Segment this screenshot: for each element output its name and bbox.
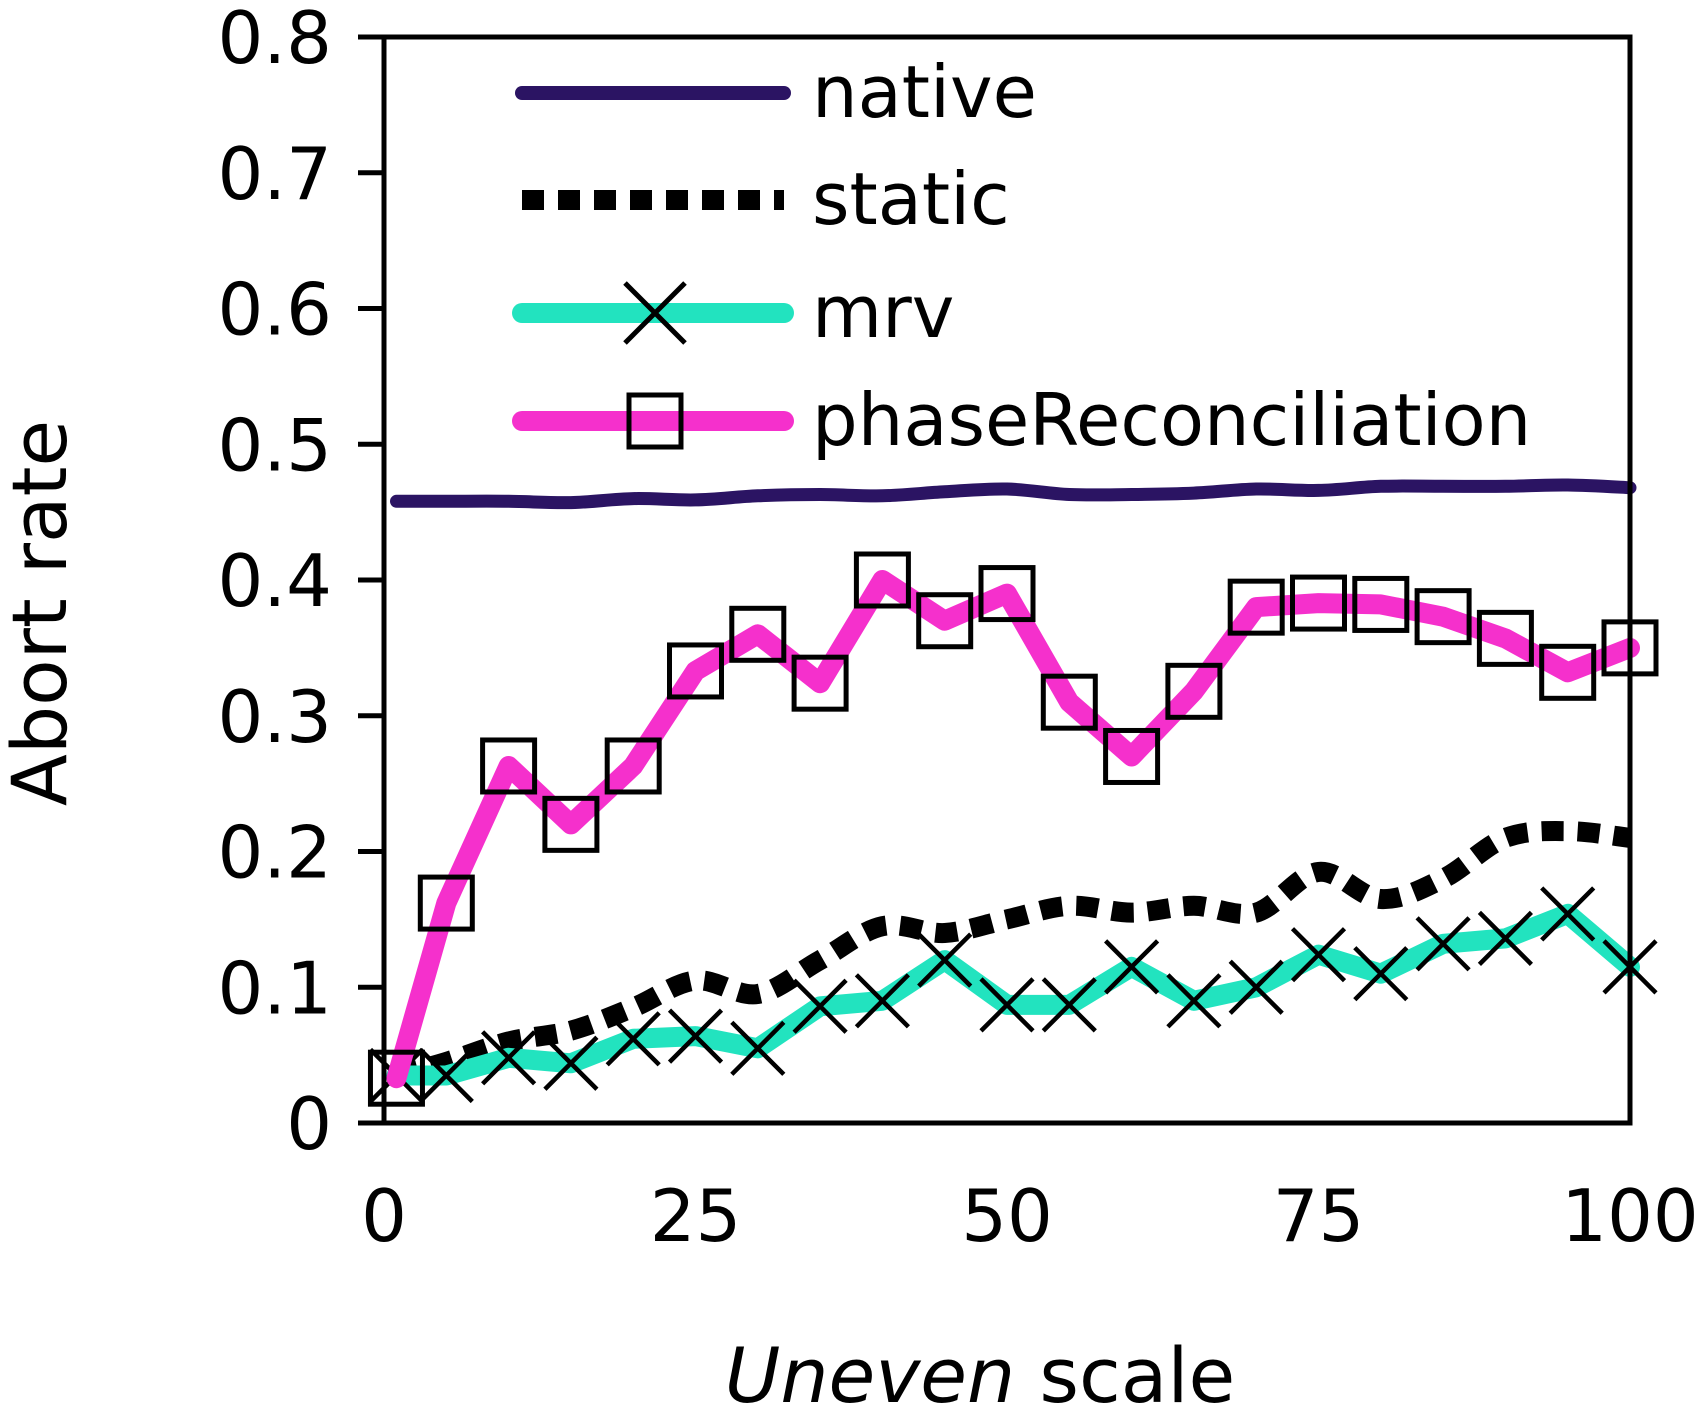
y-tick-label: 0.5 [217, 403, 332, 487]
legend: native static mrv phaseReconciliation [512, 50, 1531, 462]
data-point-mrv [917, 932, 973, 988]
y-tick-label: 0.3 [217, 675, 332, 759]
data-point-mrv [605, 1011, 661, 1067]
legend-marker-square [626, 392, 684, 450]
data-point-mrv [1166, 973, 1222, 1029]
series-layer [367, 478, 1659, 1107]
legend-label: mrv [812, 270, 954, 354]
series-native [390, 478, 1637, 510]
data-point-mrv [1477, 910, 1533, 966]
data-point-mrv [418, 1047, 474, 1104]
legend-label: phaseReconciliation [812, 378, 1531, 462]
data-point-mrv [1104, 939, 1160, 995]
y-tick-label: 0.1 [217, 946, 332, 1030]
data-point-mrv [854, 973, 910, 1029]
y-tick-label: 0.8 [217, 0, 332, 80]
data-point-mrv [667, 1008, 724, 1064]
data-point-phase-reconciliation [417, 874, 475, 932]
x-axis-title-rest: scale [1015, 1331, 1235, 1409]
y-tick-label: 0.7 [217, 132, 332, 216]
series-line-phase-reconciliation [386, 570, 1640, 1089]
data-point-mrv [1540, 886, 1596, 942]
x-tick-label: 100 [1561, 1174, 1696, 1258]
y-axis-title: Abort rate [0, 420, 84, 806]
data-point-phase-reconciliation [1539, 643, 1597, 701]
y-tick-label: 0.2 [217, 811, 332, 895]
x-axis-title-italic: Uneven [725, 1331, 1015, 1409]
data-point-phase-reconciliation [729, 605, 787, 663]
legend-marker-x [623, 281, 687, 345]
data-point-phase-reconciliation [1414, 588, 1472, 646]
legend-item-static: static [522, 157, 1010, 241]
data-point-phase-reconciliation [916, 592, 974, 650]
data-point-mrv [481, 1030, 537, 1086]
data-point-phase-reconciliation [480, 737, 538, 795]
data-point-phase-reconciliation [978, 565, 1036, 623]
data-point-mrv [1290, 927, 1347, 983]
y-tick-label: 0 [286, 1082, 332, 1166]
data-point-mrv [1353, 946, 1409, 1002]
data-point-mrv [792, 978, 848, 1034]
data-point-mrv [979, 977, 1035, 1033]
data-point-phase-reconciliation [1227, 578, 1285, 636]
data-point-phase-reconciliation [604, 737, 662, 795]
data-point-phase-reconciliation [1352, 575, 1410, 633]
legend-item-native: native [515, 50, 1037, 134]
data-point-phase-reconciliation [1040, 673, 1098, 731]
x-tick-label: 0 [361, 1174, 407, 1258]
x-axis-title: Uneven scale [725, 1331, 1235, 1409]
x-axis-ticks: 0 25 50 75 100 [361, 1174, 1696, 1258]
series-static [393, 821, 1632, 1086]
y-tick-label: 0.4 [217, 539, 332, 623]
legend-item-phase-reconciliation: phaseReconciliation [512, 378, 1531, 462]
data-point-phase-reconciliation [367, 1049, 425, 1107]
data-point-mrv [1041, 977, 1097, 1033]
data-point-phase-reconciliation [1165, 662, 1223, 720]
data-point-phase-reconciliation [1290, 574, 1347, 632]
data-point-mrv [1415, 916, 1471, 972]
x-tick-label: 75 [1273, 1174, 1365, 1258]
data-point-mrv [730, 1020, 786, 1076]
legend-item-mrv: mrv [512, 270, 954, 354]
series-line-static [393, 821, 1632, 1086]
x-tick-label: 25 [650, 1174, 742, 1258]
data-point-phase-reconciliation [542, 795, 600, 853]
series-phase-reconciliation [367, 551, 1659, 1107]
legend-label: native [812, 50, 1037, 134]
legend-label: static [812, 157, 1010, 241]
data-point-phase-reconciliation [853, 551, 911, 609]
x-tick-label: 50 [961, 1174, 1053, 1258]
data-point-mrv [543, 1035, 599, 1091]
data-point-phase-reconciliation [1103, 727, 1161, 785]
y-axis-ticks: 0 0.1 0.2 0.3 0.4 0.5 0.6 0.7 0.8 [217, 0, 384, 1166]
data-point-mrv [1228, 959, 1284, 1015]
series-line-native [390, 478, 1637, 510]
y-tick-label: 0.6 [217, 268, 332, 352]
series-mrv [368, 886, 1658, 1104]
data-point-phase-reconciliation [667, 642, 724, 700]
data-point-phase-reconciliation [1476, 609, 1534, 667]
data-point-phase-reconciliation [791, 654, 849, 712]
